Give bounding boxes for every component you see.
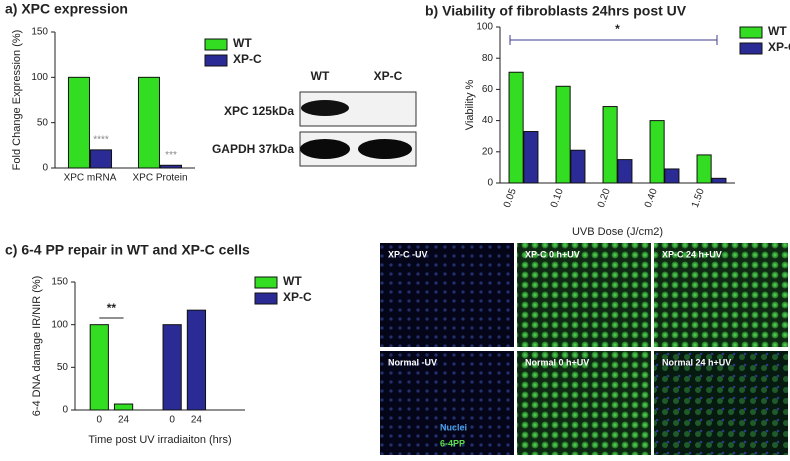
x-tick-label: 0.05 <box>502 187 519 209</box>
micrograph <box>654 351 788 455</box>
x-tick-label: 24 <box>191 415 203 426</box>
legend-swatch <box>204 38 228 51</box>
band <box>358 139 412 159</box>
legend-label: WT <box>768 24 787 38</box>
legend-swatch <box>204 54 228 67</box>
bar <box>711 177 727 184</box>
x-axis-label: Time post UV irradiaiton (hrs) <box>88 434 231 446</box>
x-axis-label: UVB Dose (J/cm2) <box>572 226 663 238</box>
y-tick-label: 20 <box>482 146 494 157</box>
lane-label: XP-C <box>374 69 403 83</box>
y-tick-label: 100 <box>51 319 68 330</box>
micrograph-label: XP-C 24 h+UV <box>662 249 722 259</box>
annotation: * <box>615 22 620 36</box>
stain-label: 6-4PP <box>440 438 465 448</box>
y-axis-label: Viability % <box>464 80 476 131</box>
annotation: **** <box>93 135 109 146</box>
legend-label: XP-C <box>768 40 790 54</box>
micrograph <box>654 243 788 347</box>
y-axis-label: Fold Change Expression (%) <box>11 30 23 171</box>
x-tick-label: 0.20 <box>596 187 613 209</box>
micrograph <box>380 351 514 455</box>
micrograph <box>517 351 651 455</box>
bar <box>162 324 182 411</box>
y-tick-label: 100 <box>476 22 493 33</box>
legend-label: WT <box>233 36 252 50</box>
bar <box>570 149 586 184</box>
bar <box>113 403 134 411</box>
chart-title: b) Viability of fibroblasts 24hrs post U… <box>425 3 687 19</box>
legend-swatch <box>254 276 278 289</box>
band-label: GAPDH 37kDa <box>212 142 294 156</box>
band <box>300 139 350 159</box>
bar <box>186 309 207 411</box>
bar <box>696 154 712 184</box>
annotation: *** <box>165 150 177 161</box>
micrograph-label: XP-C 0 h+UV <box>525 249 580 259</box>
bar <box>89 324 109 411</box>
bar <box>90 149 113 169</box>
y-tick-label: 150 <box>51 277 68 288</box>
stain-label: Nuclei <box>440 422 467 432</box>
x-tick-label: 0.10 <box>549 187 566 209</box>
chart-title: c) 6-4 PP repair in WT and XP-C cells <box>5 242 250 258</box>
bar <box>508 71 524 184</box>
bar <box>137 76 160 169</box>
y-tick-label: 50 <box>37 117 49 128</box>
lane-label: WT <box>311 69 330 83</box>
micrograph <box>517 243 651 347</box>
y-tick-label: 100 <box>31 72 48 83</box>
x-tick-label: 0 <box>169 415 175 426</box>
legend-label: XP-C <box>233 52 262 66</box>
band <box>301 100 349 116</box>
micrograph-label: XP-C -UV <box>388 249 428 259</box>
x-tick-label: XPC mRNA <box>64 173 117 184</box>
legend-swatch <box>739 26 763 39</box>
y-tick-label: 60 <box>482 84 494 95</box>
x-tick-label: 0 <box>97 415 103 426</box>
y-tick-label: 40 <box>482 115 494 126</box>
band-label: XPC 125kDa <box>224 104 294 118</box>
y-tick-label: 0 <box>42 163 48 174</box>
annotation: ** <box>107 301 117 315</box>
y-tick-label: 50 <box>57 362 69 373</box>
micrograph-label: Normal 24 h+UV <box>662 357 731 367</box>
y-tick-label: 150 <box>31 27 48 38</box>
bar <box>602 106 618 184</box>
bar <box>160 164 183 169</box>
western-blot: WT XP-C XPC 125kDa GAPDH 37kDa <box>212 69 417 167</box>
y-tick-label: 80 <box>482 53 494 64</box>
x-tick-label: 0.40 <box>643 187 660 209</box>
legend-label: WT <box>283 274 302 288</box>
x-tick-label: XPC Protein <box>132 173 187 184</box>
x-tick-label: 24 <box>118 415 130 426</box>
chart-title: a) XPC expression <box>5 1 128 17</box>
y-axis-label: 6-4 DNA damage IR/NIR (%) <box>31 276 43 417</box>
micrograph-label: Normal -UV <box>388 357 437 367</box>
bar <box>67 76 90 169</box>
legend-label: XP-C <box>283 290 312 304</box>
micrograph <box>380 243 514 347</box>
bar <box>649 120 665 184</box>
legend-swatch <box>739 42 763 55</box>
x-tick-label: 1.50 <box>690 187 707 209</box>
bar <box>664 168 680 184</box>
legend-swatch <box>254 292 278 305</box>
micrograph-label: Normal 0 h+UV <box>525 357 589 367</box>
y-tick-label: 0 <box>62 405 68 416</box>
bar <box>555 85 571 184</box>
bar <box>617 159 633 184</box>
bar <box>523 131 539 184</box>
y-tick-label: 0 <box>487 178 493 189</box>
